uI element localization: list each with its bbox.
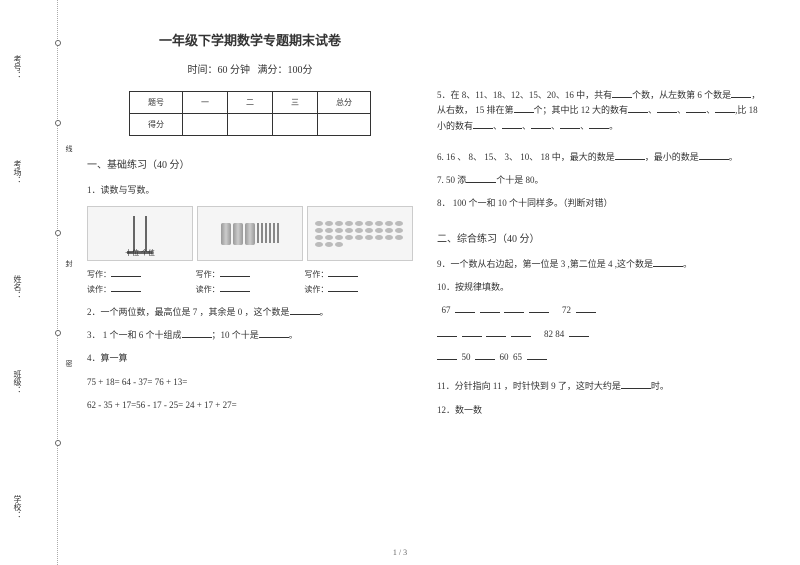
binding-room: 考场： [12,160,23,184]
q6: 6. 16 、 8、 15、 3、 10、 18 中，最大的数是，最小的数是。 [437,150,763,165]
page-number: 1 / 3 [393,548,407,557]
bundles-image [197,206,303,261]
q8: 8． 100 个一和 10 个十同样多。（判断对错） [437,196,763,211]
cutmark-1: 线 [64,145,74,152]
q1: 1．读数与写数。 [87,183,413,198]
q10-line1: 67 72 [437,303,763,318]
binding-exam-no: 考号： [12,55,23,79]
q2: 2．一个两位数，最高位是 7 ，其余是 0 ，这个数是。 [87,305,413,320]
binding-class: 班级： [12,370,23,394]
q10-line3: 50 60 65 [437,350,763,365]
q9: 9．一个数从右边起，第一位是 3 ,第二位是 4 ,这个数是。 [437,257,763,272]
q12: 12．数一数 [437,403,763,418]
write-read-row: 写作：读作： 写作：读作： 写作：读作： [87,267,413,297]
coins-image [307,206,413,261]
q5: 5．在 8、11、18、12、15、20、16 中，共有个数，从左数第 6 个数… [437,88,763,134]
binding-name: 姓名： [12,275,23,299]
abacus-image: 十位 个位 [87,206,193,261]
q4: 4．算一算 [87,351,413,366]
q10: 10．按规律填数。 [437,280,763,295]
q3: 3． 1 个一和 6 个十组成；10 个十是。 [87,328,413,343]
cutmark-3: 密 [64,360,74,367]
q11: 11．分针指向 11 ，时针快到 9 了，这时大约是时。 [437,379,763,394]
image-row: 十位 个位 [87,206,413,261]
q4-calc1: 75 + 18= 64 - 37= 76 + 13= [87,375,413,390]
section-1: 一、基础练习（40 分） [87,156,413,171]
q10-line2: 82 84 [437,327,763,342]
q7: 7. 50 添个十是 80。 [437,173,763,188]
q4-calc2: 62 - 35 + 17=56 - 17 - 25= 24 + 17 + 27= [87,398,413,413]
subtitle: 时间：60 分钟 满分：100分 [87,61,413,76]
cutmark-2: 封 [64,260,74,267]
section-2: 二、综合练习（40 分） [437,230,763,245]
binding-school: 学校： [12,495,23,519]
score-table: 题号 一 二 三 总分 得分 [129,91,371,136]
page-title: 一年级下学期数学专题期末试卷 [87,30,413,49]
